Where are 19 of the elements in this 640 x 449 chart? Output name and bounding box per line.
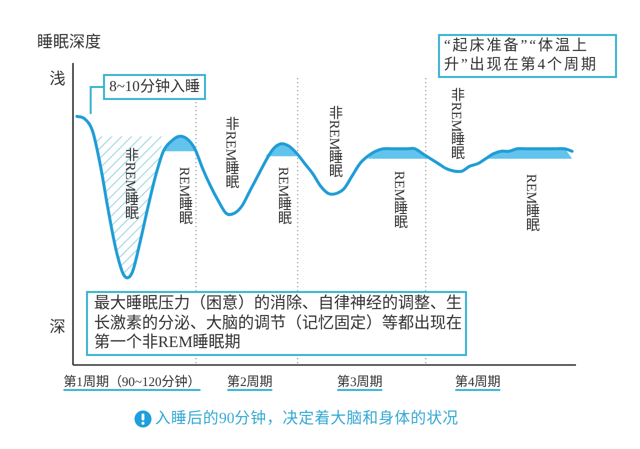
- annotation: 非REM睡眠: [325, 106, 341, 178]
- text: 浅: [50, 71, 66, 88]
- y-axis-title: 睡眠深度: [37, 34, 101, 51]
- annotation: REM睡眠: [274, 166, 290, 225]
- text: “起床准备”“体温上升”出现在第4个周期: [438, 34, 617, 78]
- annotation: 非REM睡眠: [222, 116, 238, 189]
- annotation: REM睡眠: [390, 170, 406, 230]
- x-tick-label: 第2周期: [227, 374, 273, 391]
- annotation: REM睡眠: [522, 173, 538, 232]
- annotation: 非REM睡眠: [447, 88, 463, 160]
- x-tick-label: 第3周期: [337, 374, 383, 391]
- text: 深: [50, 319, 66, 336]
- text: 8~10分钟入睡: [103, 74, 206, 100]
- x-tick-label: 第4周期: [455, 374, 500, 391]
- annotation: REM睡眠: [175, 166, 191, 225]
- text: 入睡后的90分钟，决定着大脑和身体的状况: [155, 410, 458, 428]
- x-tick-label: 第1周期（90~120分钟）: [63, 374, 200, 391]
- annotation: 最大睡眠压力（困意）的消除、自律神经的调整、生长激素的分泌、大脑的调节（记忆固定）等都出现在第一个非REM睡眠期: [86, 291, 467, 356]
- annotation: 非REM睡眠: [121, 148, 137, 220]
